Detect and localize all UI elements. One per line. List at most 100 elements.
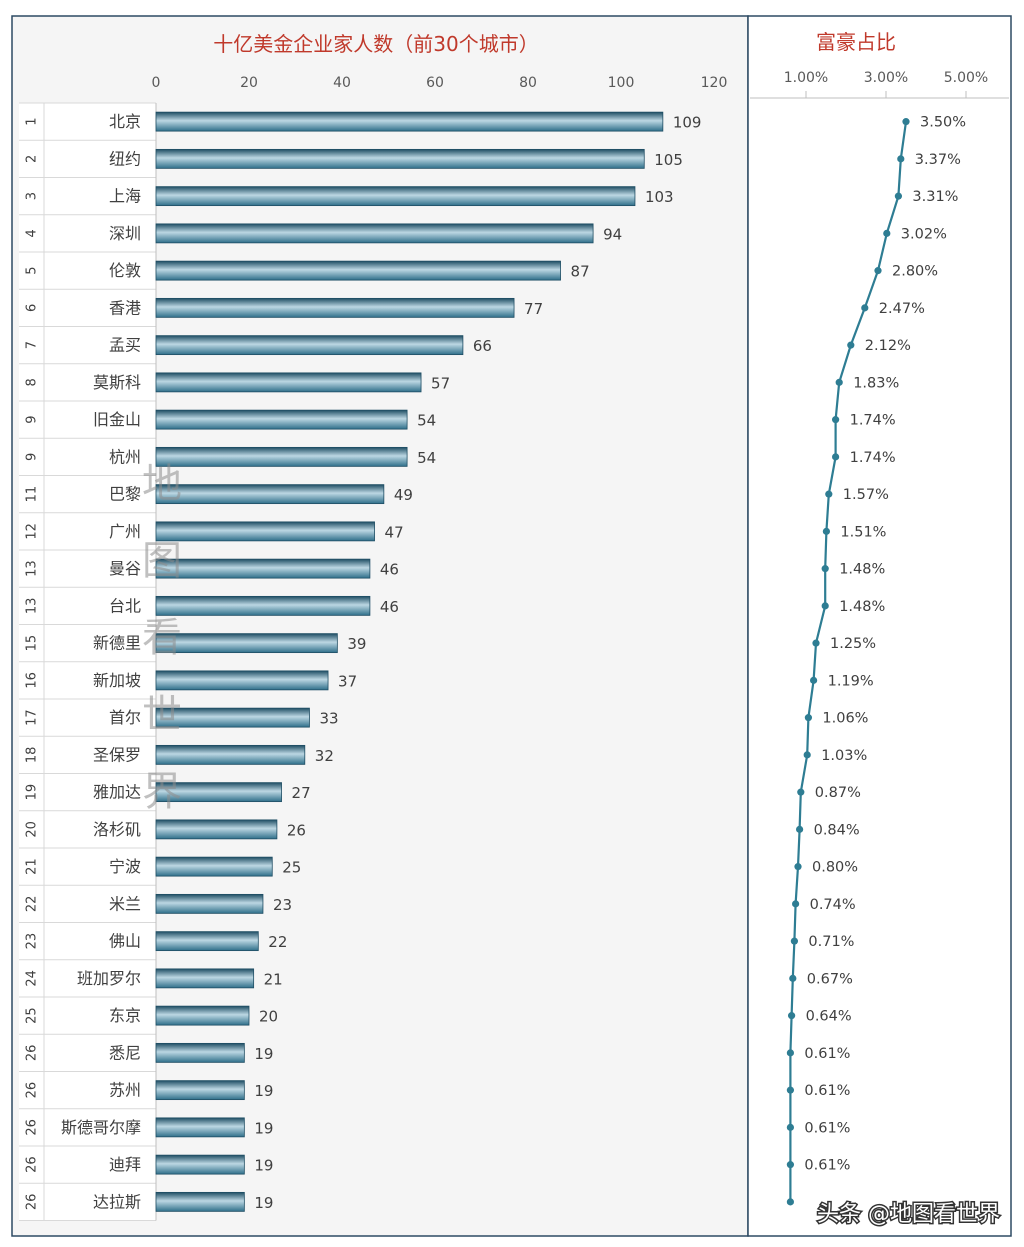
bar-value-label: 109 bbox=[673, 114, 702, 132]
data-point bbox=[822, 527, 831, 535]
category-label: 莫斯科 bbox=[93, 373, 141, 392]
category-label: 曼谷 bbox=[109, 559, 141, 578]
data-point bbox=[792, 900, 800, 908]
point-value-label: 0.87% bbox=[815, 785, 861, 801]
point-value-label: 0.61% bbox=[804, 1083, 850, 1099]
rank-label: 11 bbox=[25, 486, 40, 503]
point-value-label: 3.31% bbox=[912, 189, 958, 205]
rank-label: 6 bbox=[25, 304, 40, 312]
category-label: 班加罗尔 bbox=[77, 969, 141, 988]
rank-label: 20 bbox=[25, 821, 40, 838]
bar bbox=[155, 819, 278, 840]
category-label: 杭州 bbox=[109, 447, 141, 466]
category-label: 孟买 bbox=[109, 336, 141, 355]
category-label: 新德里 bbox=[93, 634, 141, 653]
watermark-character: 地 bbox=[142, 461, 182, 507]
rank-label: 2 bbox=[25, 155, 40, 163]
point-value-label: 1.19% bbox=[828, 673, 874, 689]
data-point bbox=[861, 304, 869, 312]
category-label: 新加坡 bbox=[93, 671, 141, 690]
data-point bbox=[786, 1123, 795, 1131]
category-label: 广州 bbox=[109, 522, 141, 541]
bar-value-label: 19 bbox=[254, 1045, 273, 1063]
rank-label: 16 bbox=[25, 672, 40, 689]
point-value-label: 1.51% bbox=[840, 524, 886, 540]
data-point bbox=[786, 1161, 795, 1169]
rank-label: 26 bbox=[25, 1082, 40, 1099]
rank-label: 9 bbox=[25, 453, 40, 461]
rank-label: 19 bbox=[25, 784, 40, 801]
data-point bbox=[803, 751, 811, 759]
bar bbox=[155, 223, 594, 244]
rank-label: 12 bbox=[25, 523, 40, 540]
watermark-character: 世 bbox=[142, 692, 182, 738]
line-chart-title: 富豪占比 bbox=[816, 30, 896, 54]
category-label: 宁波 bbox=[109, 857, 141, 876]
point-value-label: 1.83% bbox=[853, 375, 899, 391]
category-label: 北京 bbox=[109, 112, 141, 131]
data-point bbox=[825, 490, 833, 498]
rank-label: 13 bbox=[25, 598, 40, 615]
data-point bbox=[832, 416, 840, 424]
category-label: 旧金山 bbox=[93, 410, 141, 429]
point-value-label: 0.84% bbox=[814, 822, 860, 838]
x-tick-label: 1.00% bbox=[784, 70, 828, 86]
bar-value-label: 47 bbox=[385, 523, 404, 541]
bar bbox=[155, 446, 408, 467]
data-point bbox=[790, 937, 799, 945]
bar bbox=[155, 335, 464, 356]
bar-value-label: 22 bbox=[268, 933, 287, 951]
watermark-character: 看 bbox=[142, 615, 182, 661]
bar-value-label: 19 bbox=[254, 1119, 273, 1137]
bar bbox=[155, 1154, 245, 1175]
point-value-label: 0.61% bbox=[804, 1120, 850, 1136]
point-value-label: 2.47% bbox=[879, 301, 925, 317]
watermark-character: 图 bbox=[142, 538, 182, 584]
data-point bbox=[832, 453, 840, 461]
bar-value-label: 54 bbox=[417, 449, 436, 467]
bar bbox=[155, 744, 306, 765]
point-value-label: 0.61% bbox=[804, 1158, 850, 1174]
point-value-label: 1.48% bbox=[839, 562, 885, 578]
category-label: 东京 bbox=[109, 1006, 141, 1025]
bar bbox=[155, 1080, 245, 1101]
bar-value-label: 54 bbox=[417, 412, 436, 430]
bar bbox=[155, 409, 408, 430]
point-value-label: 3.37% bbox=[915, 152, 961, 168]
data-point bbox=[797, 788, 805, 796]
bar bbox=[155, 186, 636, 207]
category-label: 达拉斯 bbox=[93, 1192, 141, 1211]
rank-label: 8 bbox=[25, 378, 40, 386]
category-label: 巴黎 bbox=[109, 485, 141, 504]
x-tick-label: 5.00% bbox=[944, 70, 988, 86]
bar-value-label: 20 bbox=[259, 1008, 278, 1026]
bar bbox=[155, 856, 273, 877]
bar bbox=[155, 1117, 245, 1138]
data-point bbox=[804, 714, 813, 722]
bar-value-label: 103 bbox=[645, 188, 674, 206]
rank-label: 26 bbox=[25, 1119, 40, 1136]
data-point bbox=[796, 825, 804, 833]
bar-value-label: 77 bbox=[524, 300, 543, 318]
data-point bbox=[812, 639, 820, 647]
data-point bbox=[821, 602, 829, 610]
bar bbox=[155, 595, 371, 616]
bar bbox=[155, 931, 259, 952]
rank-label: 23 bbox=[25, 933, 40, 950]
rank-label: 24 bbox=[25, 970, 40, 987]
rank-label: 13 bbox=[25, 560, 40, 577]
bar bbox=[155, 633, 338, 654]
category-label: 深圳 bbox=[109, 224, 141, 243]
point-value-label: 3.50% bbox=[920, 115, 966, 131]
point-value-label: 0.67% bbox=[807, 971, 853, 987]
data-point bbox=[894, 192, 903, 200]
bar-value-label: 25 bbox=[282, 859, 301, 877]
bar bbox=[155, 297, 515, 318]
category-label: 佛山 bbox=[109, 932, 141, 951]
bar-value-label: 39 bbox=[347, 635, 366, 653]
data-point bbox=[786, 1049, 795, 1057]
series-line bbox=[789, 121, 908, 1202]
point-value-label: 3.02% bbox=[901, 226, 947, 242]
